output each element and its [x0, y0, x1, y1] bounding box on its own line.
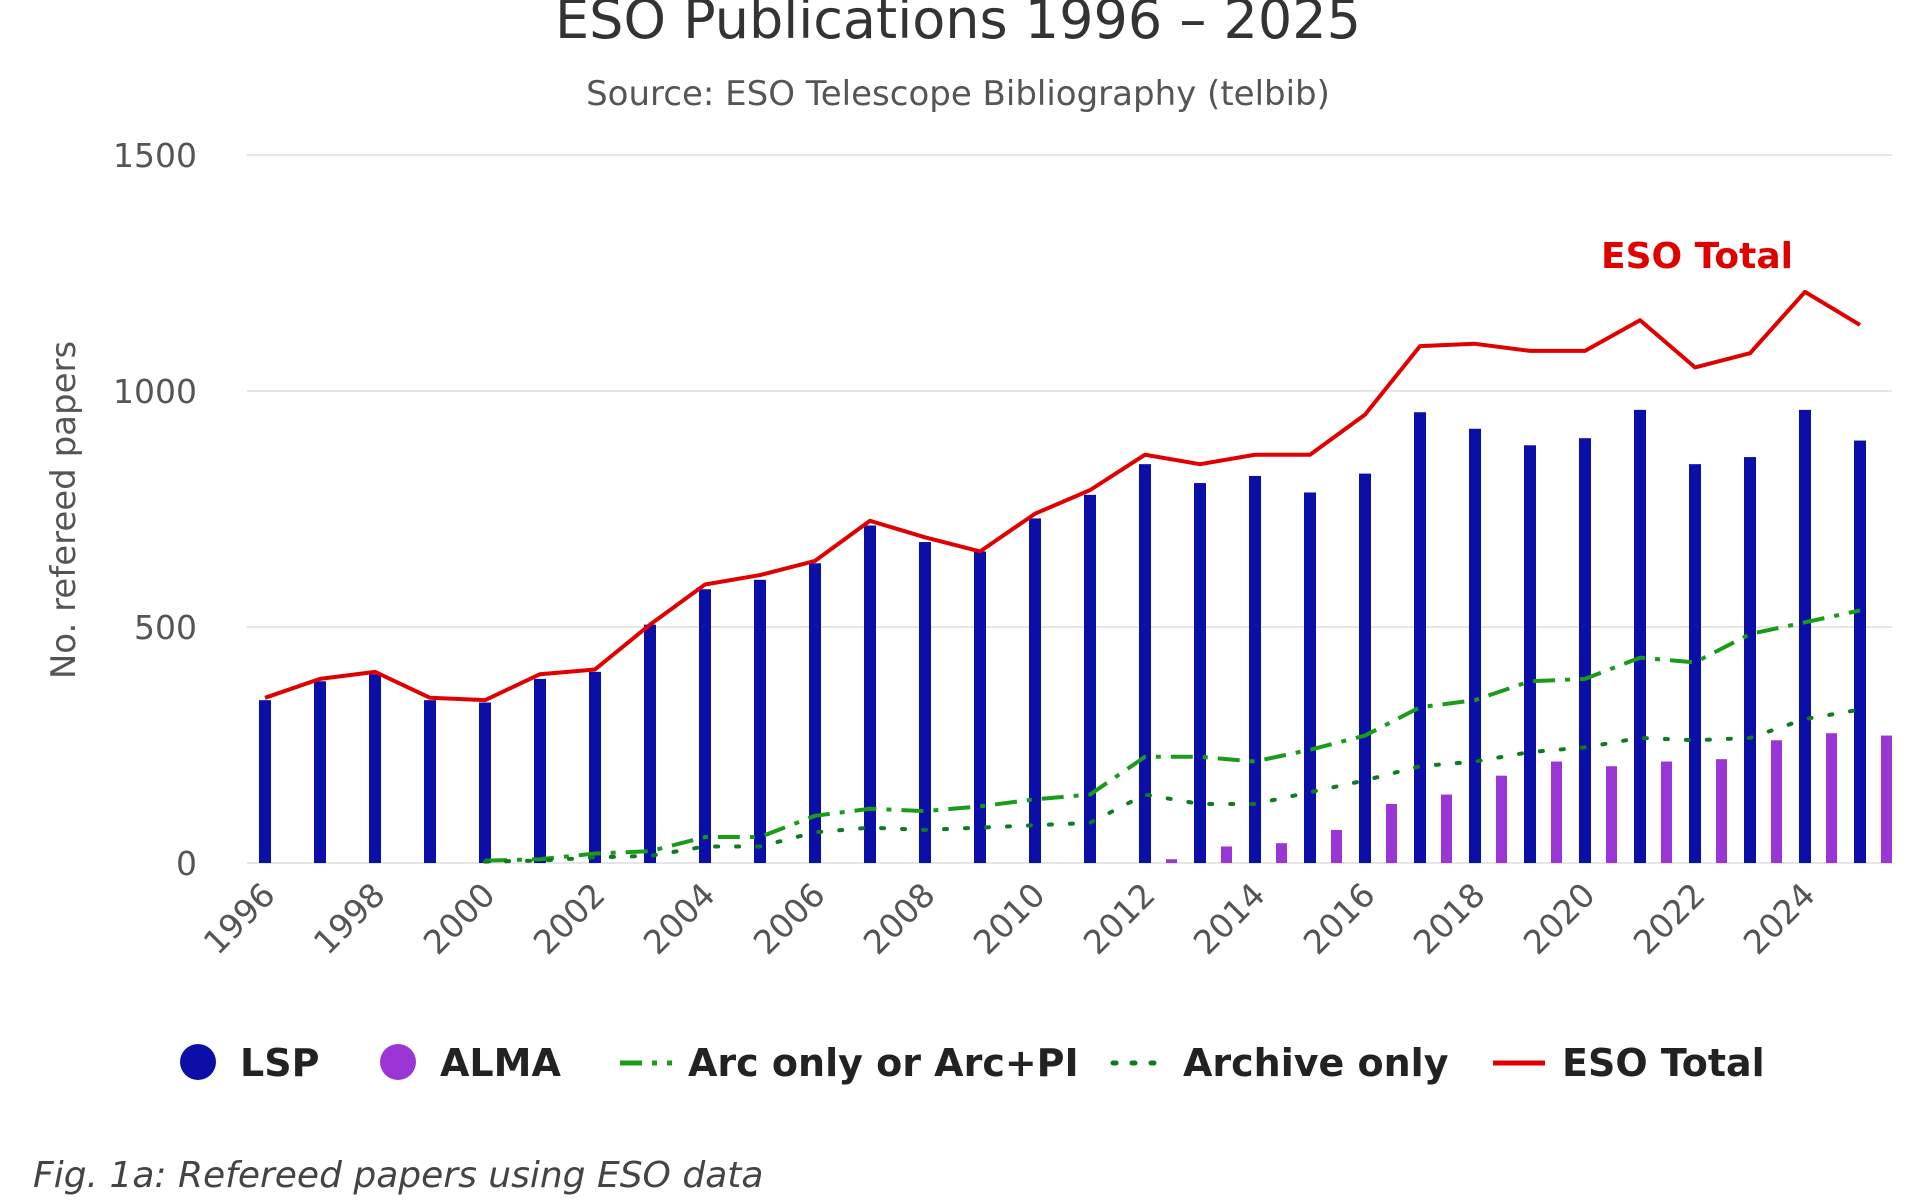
bar-lsp-2017	[1414, 412, 1426, 863]
grid-layer: 0 500 1000 1500	[113, 136, 1892, 883]
bar-alma-2015	[1331, 829, 1342, 863]
bar-alma-2025	[1881, 735, 1892, 863]
x-tick-label-2012: 2012	[1076, 875, 1163, 962]
chart-subtitle: Source: ESO Telescope Bibliography (telb…	[586, 74, 1330, 114]
bar-alma-2021	[1661, 761, 1672, 863]
x-tick-label-1996: 1996	[196, 875, 283, 962]
bar-lsp-2020	[1579, 438, 1591, 863]
legend: LSP ALMA Arc only or Arc+PI Archive only…	[180, 1041, 1765, 1085]
bar-lsp-2002	[589, 671, 601, 863]
bar-lsp-2022	[1689, 464, 1701, 863]
bar-lsp-2005	[754, 579, 766, 863]
x-tick-label-2024: 2024	[1736, 875, 1823, 962]
legend-marker-alma	[380, 1044, 416, 1080]
bar-lsp-2015	[1304, 492, 1316, 863]
bar-lsp-2001	[534, 678, 546, 863]
bar-lsp-2007	[864, 525, 876, 863]
bar-alma-2019	[1551, 761, 1562, 863]
bar-alma-2014	[1276, 843, 1287, 863]
bar-lsp-1996	[259, 700, 271, 863]
legend-item-alma[interactable]: ALMA	[380, 1041, 561, 1085]
bar-alma-2013	[1221, 846, 1232, 863]
bar-lsp-2021	[1634, 409, 1646, 863]
legend-marker-lsp	[180, 1044, 216, 1080]
bar-lsp-2010	[1029, 518, 1041, 863]
bar-lsp-2012	[1139, 464, 1151, 863]
y-tick-label-1000: 1000	[113, 372, 197, 411]
y-tick-label-500: 500	[134, 608, 197, 647]
bar-lsp-2025	[1854, 440, 1866, 863]
line-layer	[264, 289, 1862, 864]
legend-label-eso-total: ESO Total	[1562, 1041, 1765, 1085]
legend-label-alma: ALMA	[440, 1041, 561, 1085]
bar-lsp-2023	[1744, 457, 1756, 863]
chart-title: ESO Publications 1996 – 2025	[555, 0, 1361, 51]
x-tick-label-1998: 1998	[306, 875, 393, 962]
x-tick-label-2022: 2022	[1626, 875, 1713, 962]
bar-lsp-2004	[699, 589, 711, 863]
bar-alma-2016	[1386, 804, 1397, 863]
bar-lsp-2018	[1469, 428, 1481, 863]
y-tick-label-1500: 1500	[113, 136, 197, 175]
bar-lsp-2019	[1524, 445, 1536, 863]
legend-item-lsp[interactable]: LSP	[180, 1041, 319, 1085]
y-axis-label: No. refereed papers	[44, 341, 84, 679]
bar-lsp-2013	[1194, 483, 1206, 863]
x-tick-label-2010: 2010	[966, 875, 1053, 962]
bar-lsp-2006	[809, 563, 821, 863]
series-line-arc-only-or-arc-pi	[484, 608, 1861, 863]
bar-lsp-2011	[1084, 494, 1096, 863]
eso-total-annotation: ESO Total	[1601, 236, 1793, 277]
bar-lsp-1999	[424, 700, 436, 863]
x-tick-label-2014: 2014	[1186, 875, 1273, 962]
bar-alma-2024	[1826, 733, 1837, 863]
bar-alma-2023	[1771, 740, 1782, 863]
bar-lsp-2008	[919, 542, 931, 863]
bar-lsp-1997	[314, 681, 326, 863]
bar-lsp-1998	[369, 674, 381, 863]
bar-alma-2017	[1441, 794, 1452, 863]
bar-alma-2022	[1716, 759, 1727, 863]
bar-lsp-2016	[1359, 473, 1371, 863]
series-line-archive-only	[483, 707, 1862, 864]
x-tick-label-2016: 2016	[1296, 875, 1383, 962]
y-tick-label-0: 0	[176, 844, 197, 883]
x-tick-label-2002: 2002	[526, 875, 613, 962]
x-tick-label-2008: 2008	[856, 875, 943, 962]
bar-alma-2020	[1606, 766, 1617, 863]
x-tick-label-2020: 2020	[1516, 875, 1603, 962]
x-tick-label-2006: 2006	[746, 875, 833, 962]
legend-label-archive: Archive only	[1183, 1041, 1449, 1085]
bar-lsp-2009	[974, 551, 986, 863]
legend-item-eso-total[interactable]: ESO Total	[1493, 1041, 1765, 1085]
legend-item-archive[interactable]: Archive only	[1110, 1041, 1449, 1085]
bar-alma-2018	[1496, 775, 1507, 863]
bar-alma-2012	[1166, 859, 1177, 863]
legend-item-arc[interactable]: Arc only or Arc+PI	[620, 1041, 1079, 1085]
series-line-eso-total	[264, 289, 1862, 703]
bar-lsp-2003	[644, 624, 656, 863]
bar-lsp-2024	[1799, 409, 1811, 863]
bar-lsp-2014	[1249, 475, 1261, 863]
x-axis-ticks: 1996 1998 2000 2002 2004 2006 2008 2010 2012 2014…	[196, 875, 1823, 962]
x-tick-label-2018: 2018	[1406, 875, 1493, 962]
x-tick-label-2000: 2000	[416, 875, 503, 962]
legend-label-arc: Arc only or Arc+PI	[688, 1041, 1079, 1085]
legend-label-lsp: LSP	[240, 1041, 319, 1085]
bar-layer	[259, 409, 1892, 863]
bar-lsp-2000	[479, 702, 491, 863]
x-tick-label-2004: 2004	[636, 875, 723, 962]
figure-caption: Fig. 1a: Refereed papers using ESO data	[33, 1155, 763, 1196]
